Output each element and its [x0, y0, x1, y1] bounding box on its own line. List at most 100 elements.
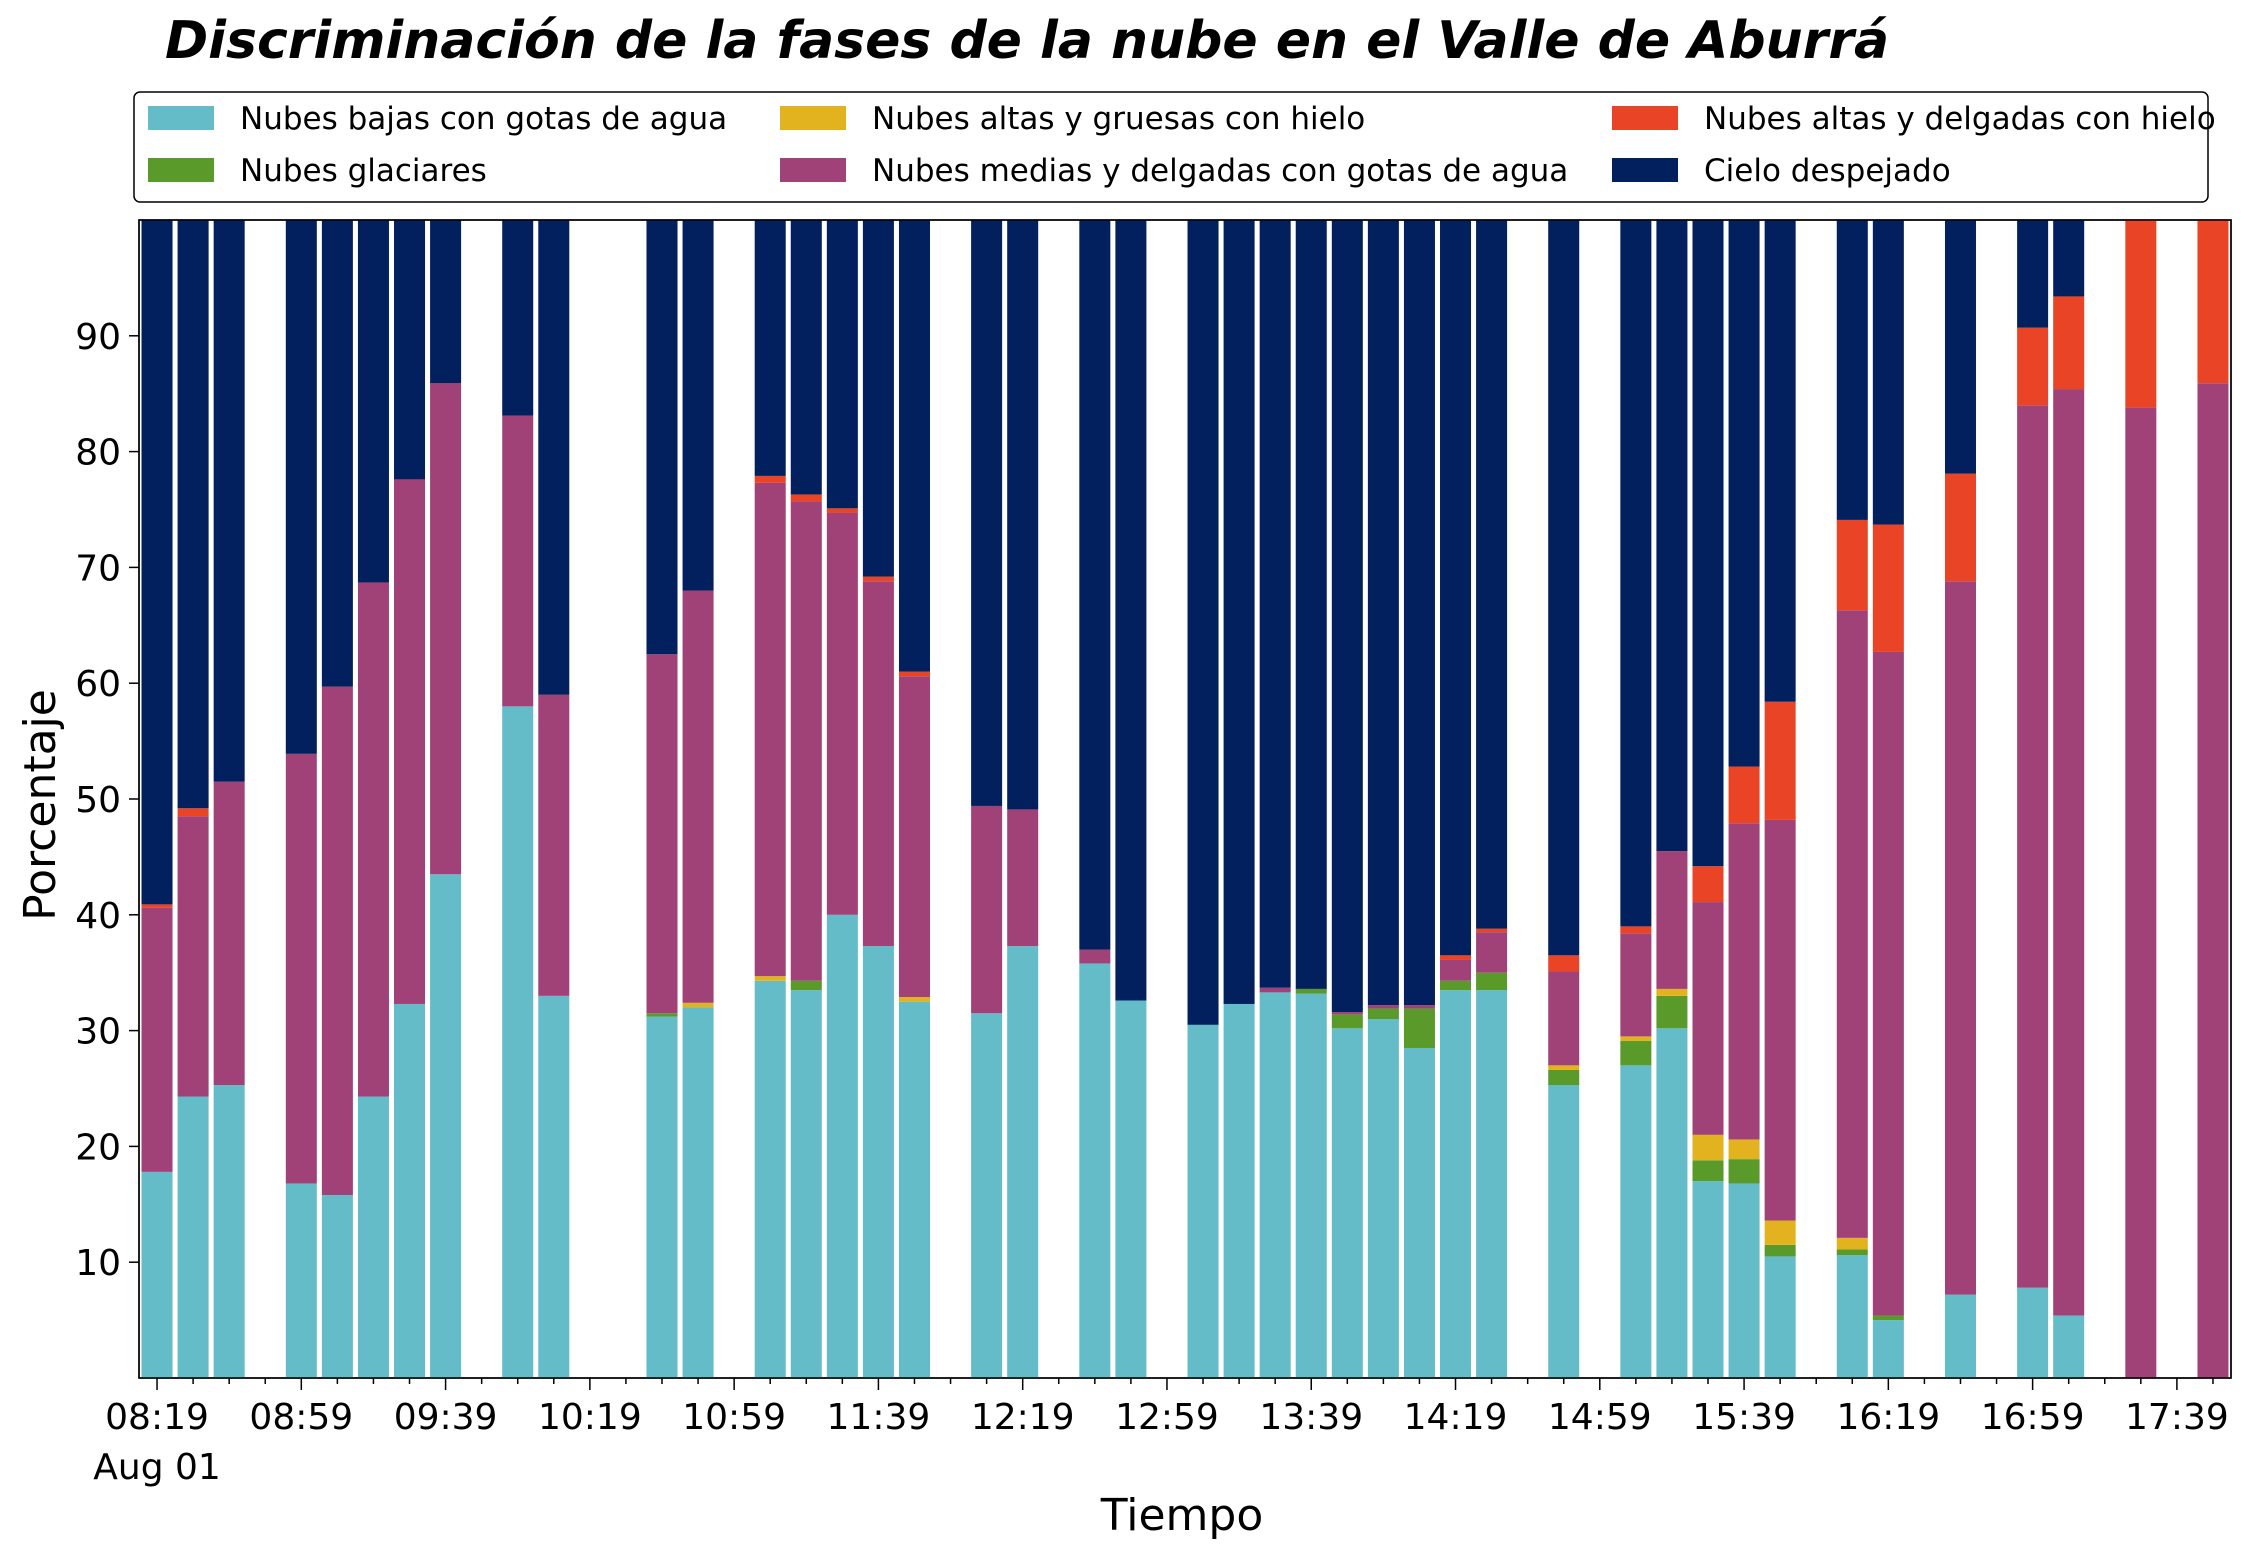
x-tick-label: 15:39 [1692, 1397, 1796, 1438]
bar-segment [1476, 932, 1508, 973]
bar-segment [1331, 1012, 1363, 1015]
bar-segment [754, 482, 786, 977]
legend-label: Nubes medias y delgadas con gotas de agu… [872, 153, 1568, 189]
bar-segment [1944, 473, 1976, 582]
bars [138, 219, 2232, 1379]
bar-segment [2197, 220, 2229, 384]
bar-segment [1187, 220, 1219, 1025]
bar-segment [1692, 1160, 1724, 1182]
bar-segment [1728, 1139, 1760, 1160]
bar-segment [1548, 971, 1580, 1066]
bar-segment [1692, 866, 1724, 903]
x-tick-label: 08:19 [105, 1397, 209, 1438]
x-tick-label: 13:39 [1259, 1397, 1363, 1438]
legend-label: Nubes bajas con gotas de agua [240, 101, 727, 137]
bar-segment [1872, 1315, 1904, 1321]
bar-segment [1295, 993, 1327, 1378]
legend: Nubes bajas con gotas de agua Nubes glaci… [133, 91, 2216, 203]
bar-segment [177, 220, 209, 809]
bar-segment [1836, 220, 1868, 520]
bar-segment [1476, 928, 1508, 933]
bar-segment [1440, 980, 1472, 991]
bar-segment [1476, 220, 1508, 929]
bar-segment [394, 220, 426, 480]
bar-segment [2125, 407, 2157, 1379]
bar-segment [1728, 1159, 1760, 1184]
bar-segment [1872, 651, 1904, 1316]
bar-segment [790, 990, 822, 1378]
bar-segment [1944, 1294, 1976, 1378]
bar-segment [971, 805, 1003, 1014]
bar-segment [430, 220, 462, 384]
bar-segment [502, 415, 534, 707]
bar-segment [682, 220, 714, 591]
bar-segment [357, 220, 389, 583]
bar-segment [754, 980, 786, 1378]
legend-swatch [780, 158, 846, 182]
legend-swatch [1612, 106, 1678, 130]
bar-segment [1692, 220, 1724, 867]
y-tick-label: 30 [75, 1012, 121, 1053]
bar-segment [790, 980, 822, 991]
chart-title: Discriminación de la fases de la nube en… [165, 11, 1889, 71]
x-tick-label: 17:39 [2125, 1397, 2229, 1438]
bar-segment [862, 581, 894, 947]
bar-segment [1656, 988, 1688, 996]
bar-segment [2053, 220, 2085, 297]
legend-label: Nubes glaciares [240, 153, 487, 189]
bar-segment [357, 582, 389, 1097]
bar-segment [898, 997, 930, 1002]
bar-segment [646, 1013, 678, 1017]
bar-segment [1403, 220, 1435, 1006]
legend-label: Nubes altas y delgadas con hielo [1704, 101, 2216, 137]
bar-segment [1403, 1047, 1435, 1378]
bar-segment [790, 501, 822, 981]
bar-segment [1440, 990, 1472, 1378]
y-tick-label: 60 [75, 664, 121, 705]
bar-segment [1656, 851, 1688, 989]
bar-segment [682, 1007, 714, 1378]
bar-segment [1692, 1181, 1724, 1378]
bar-segment [213, 220, 245, 782]
bar-segment [394, 479, 426, 1004]
legend-label: Nubes altas y gruesas con hielo [872, 101, 1365, 137]
y-tick-label: 20 [75, 1127, 121, 1168]
bar-segment [1440, 959, 1472, 981]
bar-segment [826, 220, 858, 509]
bar-segment [1728, 220, 1760, 767]
bar-segment [1692, 902, 1724, 1135]
bar-segment [1115, 220, 1147, 1001]
bar-segment [1620, 933, 1652, 1037]
bar-segment [682, 590, 714, 1003]
bar-segment [898, 220, 930, 672]
bar-segment [1764, 220, 1796, 702]
x-tick-label: 14:19 [1404, 1397, 1508, 1438]
bar-segment [826, 914, 858, 1378]
x-tick-label: 16:59 [1981, 1397, 2085, 1438]
y-tick-label: 40 [75, 896, 121, 937]
bar-segment [1620, 1041, 1652, 1066]
bar-segment [1656, 995, 1688, 1029]
bar-segment [1187, 1024, 1219, 1378]
bar-segment [285, 220, 317, 754]
x-tick-label: 10:59 [682, 1397, 786, 1438]
bar-segment [1944, 581, 1976, 1295]
bar-segment [141, 907, 173, 1172]
bar-segment [1620, 926, 1652, 934]
bar-segment [1728, 766, 1760, 824]
bar-segment [430, 874, 462, 1378]
bar-segment [1944, 220, 1976, 474]
bar-segment [538, 995, 570, 1378]
bar-segment [1007, 946, 1039, 1378]
y-axis-label: Porcentaje [15, 689, 66, 921]
bar-segment [1764, 1256, 1796, 1378]
bar-segment [862, 220, 894, 577]
bar-segment [646, 654, 678, 1014]
x-date-label: Aug 01 [93, 1447, 221, 1488]
bar-segment [2053, 296, 2085, 390]
bar-segment [1440, 220, 1472, 956]
y-tick-label: 50 [75, 780, 121, 821]
bar-segment [177, 808, 209, 817]
bar-segment [826, 508, 858, 513]
